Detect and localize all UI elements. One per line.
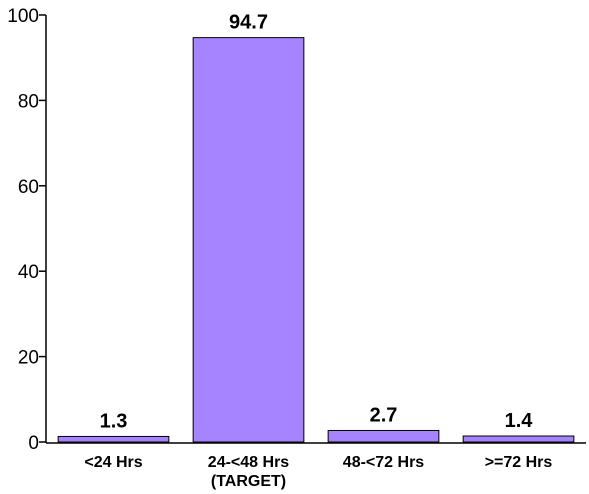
category-label: 24-<48 Hrs (TARGET) <box>208 454 289 490</box>
x-axis: <24 Hrs 24-<48 Hrs (TARGET) 48-<72 Hrs >=72 … <box>46 442 586 490</box>
data-label: 1.4 <box>505 410 534 432</box>
bar <box>192 37 305 443</box>
category-label: 48-<72 Hrs <box>343 454 424 471</box>
y-tick-label: 20 <box>18 348 39 369</box>
data-label: 1.3 <box>100 410 128 432</box>
bar <box>462 435 575 443</box>
bar <box>327 429 440 443</box>
y-tick-label: 0 <box>28 433 39 454</box>
bars: 1.3 94.7 2.7 1.4 <box>57 12 575 443</box>
bar <box>57 435 170 443</box>
y-tick-label: 40 <box>18 262 39 283</box>
y-tick-label: 60 <box>18 177 39 198</box>
category-label: >=72 Hrs <box>485 454 553 471</box>
category-label: <24 Hrs <box>84 454 142 471</box>
y-axis: 0 20 40 60 80 100 <box>7 6 47 454</box>
y-tick-label: 100 <box>7 6 39 27</box>
y-tick-label: 80 <box>18 91 39 112</box>
data-label: 94.7 <box>229 12 268 34</box>
data-label: 2.7 <box>370 404 398 426</box>
